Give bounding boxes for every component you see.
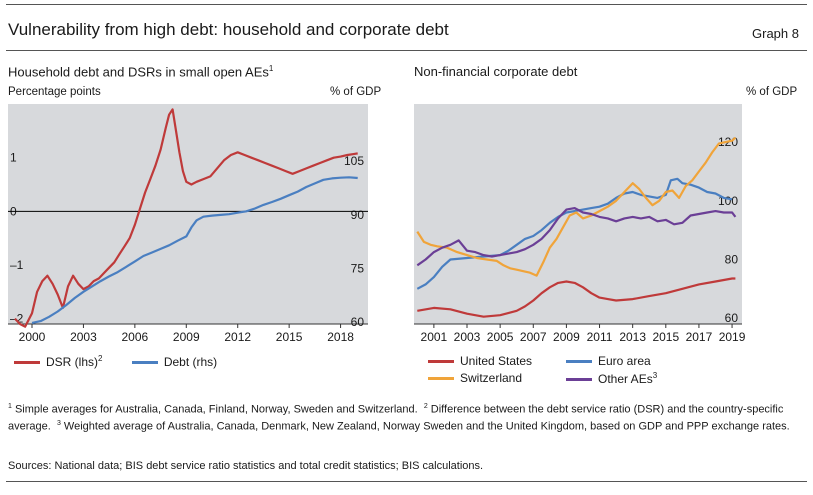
right-x-tick-label: 2013	[619, 330, 646, 344]
footnote-3-mark: 3	[56, 419, 61, 427]
right-series-switzerland	[416, 136, 737, 277]
legend-label-other: Other AEs	[598, 372, 653, 386]
right-rhs-tick-label: 80	[725, 252, 739, 266]
footnote-2-mark: 2	[423, 403, 428, 410]
bottom-rule	[6, 481, 807, 482]
right-legend-ch: Switzerland	[428, 371, 522, 385]
legend-sup-other: 3	[652, 371, 658, 380]
left-x-tick-label: 2006	[122, 330, 149, 344]
left-panel-title: Household debt and DSRs in small open AE…	[8, 64, 273, 79]
right-x-tick-label: 2015	[652, 330, 679, 344]
legend-swatch-dsr	[14, 361, 40, 365]
legend-label-us: United States	[460, 354, 533, 368]
right-x-tick-label: 2019	[719, 330, 746, 344]
right-legend-other: Other AEs3	[566, 371, 657, 386]
legend-label-debt: Debt (rhs)	[163, 355, 218, 369]
title-rule	[6, 50, 807, 51]
left-series-group	[14, 108, 358, 328]
right-x-tick-label: 2003	[454, 330, 481, 344]
graph-title: Vulnerability from high debt: household …	[8, 20, 449, 39]
footnote-1: Simple averages for Australia, Canada, F…	[14, 403, 418, 416]
footnote-2: Difference between the debt service rati…	[8, 403, 784, 433]
legend-label-euro: Euro area	[598, 354, 651, 368]
sources: Sources: National data; BIS debt service…	[8, 460, 484, 472]
right-series-euro-area	[416, 177, 733, 290]
legend-item-debt: Debt (rhs)	[131, 355, 218, 369]
legend-label-dsr: DSR (lhs)	[46, 355, 99, 369]
left-plot-background	[8, 104, 368, 324]
left-panel-title-text: Household debt and DSRs in small open AE…	[8, 64, 269, 80]
legend-label-ch: Switzerland	[460, 371, 523, 385]
left-lhs-tick-label: 1	[10, 151, 17, 165]
right-x-tick-label: 2009	[553, 330, 580, 344]
left-x-tick-label: 2012	[224, 330, 251, 344]
left-x-tick-label: 2018	[327, 330, 354, 344]
left-lhs-tick-label: –2	[10, 312, 24, 326]
right-legend-us: United States	[428, 354, 532, 368]
graph-number: Graph 8	[752, 26, 799, 41]
legend-item-dsr: DSR (lhs)2	[14, 354, 103, 369]
left-rhs-tick-label: 90	[351, 208, 365, 222]
left-x-tick-label: 2000	[19, 330, 46, 344]
right-x-tick-label: 2017	[686, 330, 713, 344]
legend-swatch-us	[428, 360, 454, 364]
legend-sup-dsr: 2	[98, 354, 103, 363]
legend-swatch-other	[566, 378, 592, 382]
left-x-tick-label: 2009	[173, 330, 200, 344]
right-x-tick-label: 2007	[520, 330, 547, 344]
right-legend-euro: Euro area	[566, 354, 651, 368]
right-rhs-unit: % of GDP	[746, 86, 798, 98]
left-series-dsr-lhs	[14, 108, 358, 328]
right-series-united-states	[417, 277, 736, 318]
top-rule	[6, 4, 807, 5]
left-x-tick-label: 2015	[276, 330, 303, 344]
right-x-tick-label: 2001	[421, 330, 448, 344]
right-x-tick-label: 2011	[587, 330, 613, 344]
left-rhs-unit: % of GDP	[330, 86, 382, 98]
left-legend: DSR (lhs)2 Debt (rhs)	[14, 354, 217, 369]
left-rhs-tick-label: 105	[344, 154, 364, 168]
footnote-3: Weighted average of Australia, Canada, D…	[63, 420, 790, 433]
left-x-tick-label: 2003	[70, 330, 97, 344]
left-series-debt-rhs	[31, 176, 358, 324]
right-series-group	[416, 136, 737, 318]
left-axis-ticks: 2000 2003 2006 2009 2012 2015 2018–2–101607590…	[8, 151, 368, 344]
left-panel-title-sup: 1	[268, 64, 274, 73]
footnote-1-mark: 1	[8, 403, 12, 410]
footnotes: 1 Simple averages for Australia, Canada,…	[8, 400, 808, 433]
right-series-other-aes	[416, 207, 737, 267]
right-panel-title: Non-financial corporate debt	[414, 64, 578, 79]
left-lhs-unit: Percentage points	[8, 86, 101, 98]
left-rhs-tick-label: 75	[351, 262, 365, 276]
legend-swatch-debt	[131, 361, 158, 365]
legend-swatch-euro	[566, 360, 592, 364]
left-lhs-tick-label: –1	[10, 258, 24, 272]
legend-swatch-ch	[428, 377, 454, 381]
right-rhs-tick-label: 60	[725, 311, 739, 325]
right-x-tick-label: 2005	[487, 330, 514, 344]
left-rhs-tick-label: 60	[351, 315, 365, 329]
